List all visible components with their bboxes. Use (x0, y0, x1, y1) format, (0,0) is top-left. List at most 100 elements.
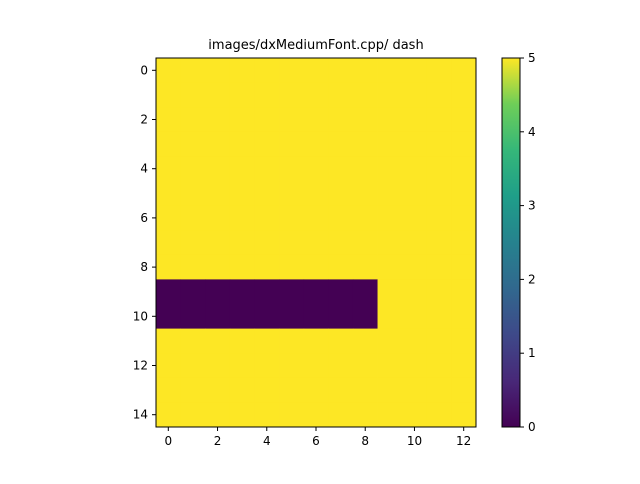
heatmap-cell (402, 205, 428, 231)
heatmap-cell (229, 254, 255, 280)
colorbar-tick-label: 4 (528, 125, 536, 139)
heatmap-cell (402, 230, 428, 256)
heatmap-cell (328, 377, 354, 403)
heatmap-cell (402, 353, 428, 379)
heatmap-cell (451, 279, 477, 305)
heatmap-cell (402, 377, 428, 403)
heatmap-cell (229, 156, 255, 182)
heatmap-cell (279, 279, 305, 305)
heatmap-cell (205, 58, 231, 83)
heatmap-cell (426, 328, 452, 354)
x-tick-label: 10 (407, 434, 422, 448)
heatmap-cell (352, 353, 378, 379)
heatmap-cell (451, 82, 477, 108)
heatmap-cell (352, 107, 378, 133)
heatmap-cell (426, 353, 452, 379)
colorbar-tick-label: 2 (528, 272, 536, 286)
heatmap-cell (402, 254, 428, 280)
heatmap-cell (156, 328, 182, 354)
heatmap-cell (229, 131, 255, 157)
heatmap-cell (328, 205, 354, 231)
heatmap-cell (426, 181, 452, 206)
heatmap-cell (303, 230, 329, 256)
heatmap-cell (156, 353, 182, 379)
heatmap-cell (254, 279, 280, 305)
heatmap-cell (205, 156, 231, 182)
x-tick-label: 0 (164, 434, 172, 448)
heatmap-cell (377, 402, 403, 428)
heatmap-cell (279, 156, 305, 182)
heatmap-cell (377, 254, 403, 280)
heatmap-cell (303, 353, 329, 379)
heatmap-cell (205, 304, 231, 329)
y-axis: 0 2 4 6 8 10 12 14 (133, 63, 156, 422)
heatmap-cell (279, 377, 305, 403)
heatmap-cell (402, 82, 428, 108)
heatmap-cell (254, 254, 280, 280)
heatmap-cell (279, 353, 305, 379)
heatmap-cell (303, 304, 329, 329)
heatmap-cell (180, 107, 206, 133)
heatmap-cell (254, 353, 280, 379)
heatmap-cell (352, 304, 378, 329)
heatmap-cell (328, 328, 354, 354)
heatmap-cell (352, 205, 378, 231)
heatmap-cell (229, 304, 255, 329)
heatmap-cell (328, 131, 354, 157)
heatmap-cell (451, 205, 477, 231)
heatmap-cell (180, 254, 206, 280)
heatmap-cell (352, 230, 378, 256)
heatmap-cell (402, 107, 428, 133)
heatmap-cell (229, 328, 255, 354)
heatmap-cell (451, 377, 477, 403)
heatmap-cell (451, 156, 477, 182)
heatmap-cell (352, 156, 378, 182)
heatmap-cell (156, 107, 182, 133)
heatmap-cell (426, 279, 452, 305)
heatmap-cell (156, 230, 182, 256)
heatmap-cell (377, 107, 403, 133)
heatmap-cell (156, 279, 182, 305)
heatmap-cell (451, 304, 477, 329)
heatmap-cell (254, 82, 280, 108)
heatmap-cell (328, 58, 354, 83)
heatmap-cell (156, 82, 182, 108)
heatmap-cell (402, 279, 428, 305)
heatmap-cell (205, 353, 231, 379)
heatmap-cell (352, 131, 378, 157)
heatmap-cell (205, 402, 231, 428)
x-tick-label: 4 (263, 434, 271, 448)
heatmap-cell (279, 82, 305, 108)
heatmap-cell (229, 377, 255, 403)
heatmap-cell (180, 205, 206, 231)
heatmap-cell (328, 254, 354, 280)
heatmap-cell (377, 131, 403, 157)
heatmap-cell (205, 131, 231, 157)
heatmap-cell (303, 279, 329, 305)
heatmap-cell (229, 230, 255, 256)
heatmap-cell (426, 254, 452, 280)
heatmap-cell (229, 279, 255, 305)
heatmap-cell (377, 328, 403, 354)
heatmap-cell (328, 181, 354, 206)
heatmap-cell (279, 107, 305, 133)
heatmap-cell (377, 82, 403, 108)
chart-title: images/dxMediumFont.cpp/ dash (208, 38, 423, 53)
heatmap-cell (426, 82, 452, 108)
heatmap-cell (279, 205, 305, 231)
heatmap-cell (180, 328, 206, 354)
heatmap-cell (254, 131, 280, 157)
y-tick-label: 6 (140, 211, 148, 225)
heatmap-cell (254, 377, 280, 403)
heatmap-cell (180, 402, 206, 428)
heatmap-cell (426, 205, 452, 231)
heatmap-cell (254, 107, 280, 133)
heatmap-cell (426, 131, 452, 157)
heatmap-cell (377, 58, 403, 83)
heatmap-cell (205, 181, 231, 206)
heatmap-cell (279, 181, 305, 206)
y-tick-label: 12 (133, 359, 148, 373)
heatmap-cell (426, 58, 452, 83)
heatmap-cell (279, 328, 305, 354)
